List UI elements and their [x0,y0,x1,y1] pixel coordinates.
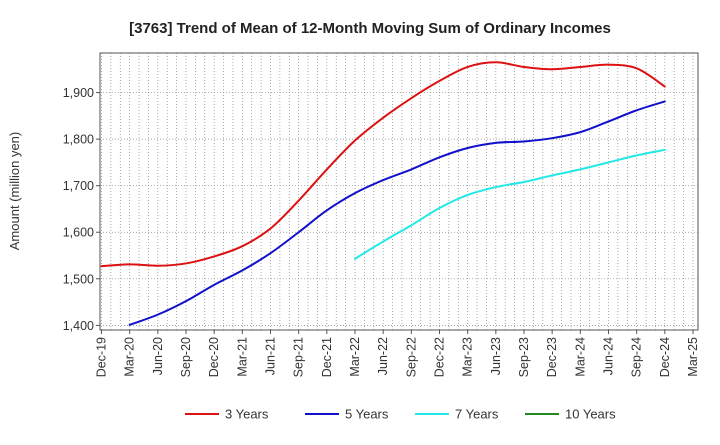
y-tick-label: 1,900 [63,86,94,100]
y-axis-label: Amount (million yen) [7,132,22,251]
x-tick-label: Sep-22 [404,337,418,377]
x-tick-label: Dec-24 [658,337,672,377]
legend-label-3: 7 Years [455,407,499,422]
x-tick-label: Jun-22 [376,337,390,375]
x-tick-label: Mar-20 [123,337,137,377]
chart-title: [3763] Trend of Mean of 12-Month Moving … [129,20,611,37]
x-tick-label: Jun-20 [151,337,165,375]
x-axis: Dec-19 Mar-20 Jun-20 Sep-20 Dec-20 Mar-21 Jun-… [95,330,700,377]
plot-frame [99,52,699,331]
x-tick-label: Mar-21 [235,337,249,377]
x-tick-label: Mar-22 [348,337,362,377]
y-tick-label: 1,400 [63,319,94,333]
y-tick-label: 1,600 [63,226,94,240]
x-tick-label: Sep-20 [179,337,193,377]
series-line-2 [128,100,666,326]
series-line-3 [354,148,666,260]
x-tick-label: Sep-21 [292,337,306,377]
x-tick-label: Sep-23 [517,337,531,377]
series-line-1 [100,61,666,268]
series-lines [100,61,666,326]
x-tick-label: Jun-23 [489,337,503,375]
y-tick-label: 1,500 [63,272,94,286]
x-tick-label: Dec-21 [320,337,334,377]
x-tick-label: Sep-24 [630,337,644,377]
x-tick-label: Dec-20 [207,337,221,377]
legend: 3 Years 5 Years 7 Years 10 Years [185,407,616,422]
legend-label-1: 3 Years [225,407,269,422]
plot-area [100,53,698,330]
x-tick-label: Dec-19 [95,337,109,377]
x-tick-label: Dec-22 [433,337,447,377]
y-axis: 1,400 1,500 1,600 1,700 1,800 1,900 [63,86,100,333]
x-tick-label: Mar-25 [686,337,700,377]
x-tick-label: Mar-24 [573,337,587,377]
y-tick-label: 1,800 [63,133,94,147]
x-tick-label: Dec-23 [545,337,559,377]
y-tick-label: 1,700 [63,179,94,193]
x-tick-label: Jun-21 [264,337,278,375]
grid-lines [100,53,698,330]
legend-label-2: 5 Years [345,407,389,422]
x-tick-label: Jun-24 [602,337,616,375]
legend-label-4: 10 Years [565,407,616,422]
x-tick-label: Mar-23 [461,337,475,377]
